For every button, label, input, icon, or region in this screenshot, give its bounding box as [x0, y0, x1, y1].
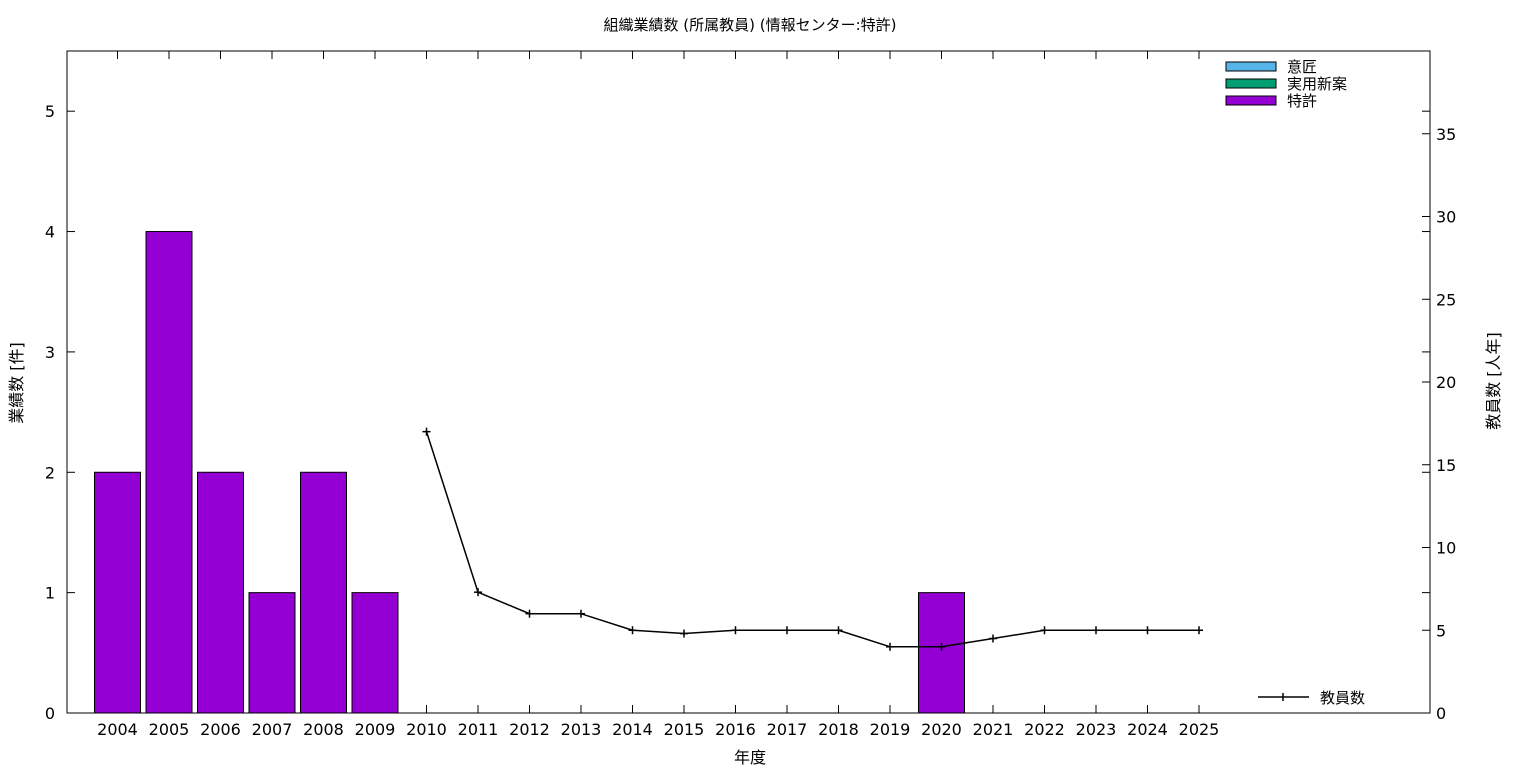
x-tick-label: 2009: [355, 720, 396, 739]
y2-tick-label: 35: [1436, 125, 1456, 144]
legend-swatch: [1225, 78, 1277, 89]
bar-特許: [197, 471, 244, 714]
bar-特許: [94, 471, 141, 714]
bar-特許: [145, 231, 193, 714]
bar-特許: [351, 592, 399, 714]
y-axis-label: 業績数 [件]: [7, 342, 26, 424]
x-tick-label: 2018: [818, 720, 859, 739]
x-tick-label: 2010: [406, 720, 447, 739]
y-tick-label: 1: [45, 584, 55, 603]
bar-特許: [300, 471, 347, 714]
y2-axis-label: 教員数 [人年]: [1484, 332, 1503, 430]
x-tick-label: 2006: [200, 720, 241, 739]
line-series-教員数: [425, 431, 1199, 648]
bar-特許: [918, 592, 965, 714]
x-tick-label: 2020: [921, 720, 962, 739]
y-tick-label: 0: [45, 704, 55, 723]
y2-tick-label: 20: [1436, 373, 1456, 392]
x-tick-label: 2013: [561, 720, 602, 739]
y-tick-label: 3: [45, 343, 55, 362]
bar-特許: [248, 592, 296, 714]
x-tick-label: 2015: [664, 720, 705, 739]
legend-swatch: [1225, 95, 1277, 106]
legend-swatch: [1225, 61, 1277, 72]
x-tick-label: 2016: [715, 720, 756, 739]
y2-tick-label: 0: [1436, 704, 1446, 723]
x-tick-label: 2022: [1024, 720, 1065, 739]
chart-title: 組織業績数 (所属教員) (情報センター:特許): [603, 16, 897, 34]
y-tick-label: 5: [45, 102, 55, 121]
y2-tick-label: 5: [1436, 621, 1446, 640]
legend-label: 実用新案: [1287, 75, 1347, 93]
x-tick-label: 2004: [97, 720, 138, 739]
x-tick-label: 2023: [1076, 720, 1117, 739]
x-axis-label: 年度: [733, 748, 766, 767]
x-tick-label: 2021: [973, 720, 1014, 739]
legend-label: 特許: [1287, 92, 1317, 110]
x-tick-label: 2014: [612, 720, 653, 739]
x-tick-label: 2012: [509, 720, 550, 739]
y2-tick-label: 15: [1436, 456, 1456, 475]
y-tick-label: 2: [45, 463, 55, 482]
x-tick-label: 2005: [149, 720, 190, 739]
x-tick-label: 2007: [252, 720, 293, 739]
y2-tick-label: 25: [1436, 290, 1456, 309]
x-tick-label: 2024: [1127, 720, 1168, 739]
y2-tick-label: 10: [1436, 539, 1456, 558]
y2-tick-label: 30: [1436, 208, 1456, 227]
x-tick-label: 2017: [767, 720, 808, 739]
x-tick-label: 2019: [870, 720, 911, 739]
legend-label: 教員数: [1320, 689, 1365, 707]
x-tick-label: 2025: [1179, 720, 1220, 739]
x-tick-label: 2008: [303, 720, 344, 739]
legend-label: 意匠: [1287, 58, 1317, 76]
x-tick-label: 2011: [458, 720, 499, 739]
y-tick-label: 4: [45, 223, 55, 242]
